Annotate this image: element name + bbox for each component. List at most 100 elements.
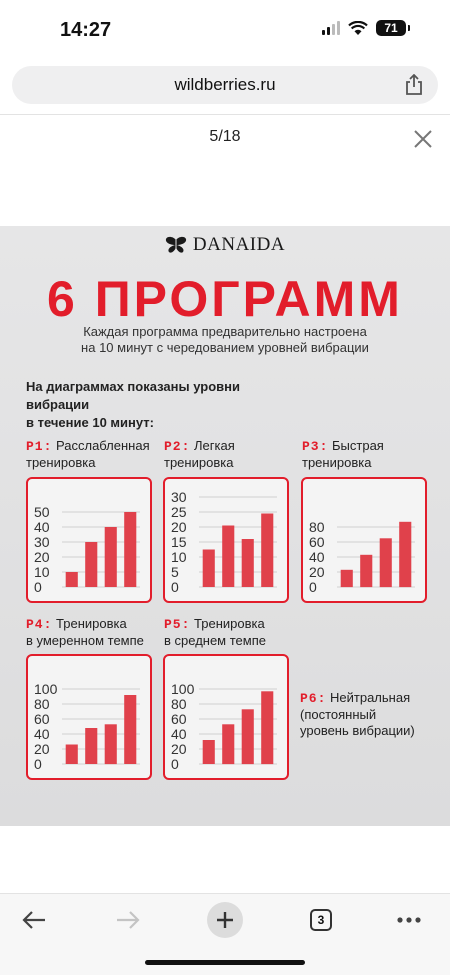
chart-bar bbox=[202, 549, 215, 587]
program-title: Расслабленная bbox=[52, 438, 150, 453]
chart-bar bbox=[65, 744, 78, 764]
battery-tip bbox=[408, 25, 410, 31]
chart-p2: 0 5 10 15 20 25 30 bbox=[163, 477, 289, 603]
forward-button[interactable] bbox=[112, 904, 144, 936]
program-code: P2: bbox=[164, 439, 191, 454]
chart-bar bbox=[360, 554, 373, 588]
divider bbox=[0, 114, 450, 115]
brand-name: DANAIDA bbox=[192, 234, 286, 255]
home-indicator bbox=[145, 960, 305, 965]
program-title: Нейтральная bbox=[326, 690, 411, 705]
status-time: 14:27 bbox=[60, 19, 112, 41]
y-tick-label: 5 bbox=[171, 564, 179, 580]
butterfly-icon bbox=[165, 236, 187, 253]
program-code: P5: bbox=[164, 617, 191, 632]
program-label-p5: P5: Тренировка в среднем темпе bbox=[164, 616, 304, 649]
image-counter: 5/18 bbox=[209, 128, 241, 145]
program-label-p6: P6: Нейтральная (постоянный уровень вибр… bbox=[300, 690, 440, 739]
y-tick-label: 20 bbox=[34, 549, 50, 565]
chart-bar bbox=[104, 724, 117, 765]
y-tick-label: 20 bbox=[171, 519, 187, 535]
chart-bar bbox=[124, 695, 137, 764]
program-title: тренировка bbox=[302, 455, 372, 470]
program-title: уровень вибрации) bbox=[300, 723, 415, 738]
battery-icon: 71 bbox=[376, 20, 406, 36]
arrow-left-icon bbox=[22, 911, 45, 929]
program-title: Быстрая bbox=[328, 438, 384, 453]
new-tab-button[interactable] bbox=[207, 902, 243, 938]
address-bar[interactable]: wildberries.ru bbox=[12, 66, 438, 104]
back-button[interactable] bbox=[18, 904, 50, 936]
intro-line: в течение 10 минут: bbox=[26, 415, 154, 430]
program-code: P3: bbox=[302, 439, 329, 454]
y-tick-label: 40 bbox=[309, 549, 325, 565]
wifi-icon bbox=[348, 20, 368, 35]
y-tick-label: 25 bbox=[171, 504, 187, 520]
chart-bar bbox=[379, 538, 392, 588]
program-title: в среднем темпе bbox=[164, 633, 266, 648]
y-tick-label: 80 bbox=[34, 696, 50, 712]
y-tick-label: 0 bbox=[34, 756, 42, 772]
chart-bar bbox=[222, 724, 235, 765]
y-tick-label: 20 bbox=[34, 741, 50, 757]
chart-bar bbox=[222, 525, 235, 587]
chart-bar bbox=[261, 513, 274, 587]
chart-p1: 0 10 20 30 40 50 bbox=[26, 477, 152, 603]
chart-bar bbox=[241, 709, 254, 765]
chart-bar bbox=[124, 512, 137, 587]
url-text: wildberries.ru bbox=[174, 75, 276, 94]
program-title: тренировка bbox=[164, 455, 234, 470]
intro-text: На диаграммах показаны уровни вибрации в… bbox=[26, 378, 306, 432]
y-tick-label: 10 bbox=[34, 564, 50, 580]
close-icon[interactable] bbox=[412, 128, 434, 150]
y-tick-label: 100 bbox=[34, 681, 58, 697]
program-title: в умеренном темпе bbox=[26, 633, 144, 648]
y-tick-label: 50 bbox=[34, 504, 50, 520]
tabs-count: 3 bbox=[310, 909, 332, 931]
chart-bar bbox=[399, 521, 412, 588]
chart-bar bbox=[340, 569, 353, 588]
brand-logo: DANAIDA bbox=[0, 234, 450, 256]
y-tick-label: 100 bbox=[171, 681, 195, 697]
cellular-signal-icon bbox=[322, 21, 340, 35]
program-title: (постоянный bbox=[300, 707, 377, 722]
program-label-p3: P3: Быстрая тренировка bbox=[302, 438, 432, 471]
subtitle-line: Каждая программа предварительно настроен… bbox=[83, 324, 367, 339]
chart-p5: 0 20 40 60 80 100 bbox=[163, 654, 289, 780]
program-code: P1: bbox=[26, 439, 53, 454]
y-tick-label: 60 bbox=[309, 534, 325, 550]
y-tick-label: 40 bbox=[171, 726, 187, 742]
intro-line: На диаграммах показаны уровни вибрации bbox=[26, 379, 240, 412]
subtitle: Каждая программа предварительно настроен… bbox=[0, 324, 450, 356]
y-tick-label: 60 bbox=[171, 711, 187, 727]
chart-bar bbox=[202, 740, 215, 764]
y-tick-label: 0 bbox=[34, 579, 42, 595]
chart-bar bbox=[65, 572, 78, 587]
chart-bar bbox=[261, 691, 274, 765]
y-tick-label: 20 bbox=[171, 741, 187, 757]
program-code: P4: bbox=[26, 617, 53, 632]
more-button[interactable] bbox=[393, 904, 425, 936]
program-title: Тренировка bbox=[190, 616, 265, 631]
y-tick-label: 10 bbox=[171, 549, 187, 565]
y-tick-label: 20 bbox=[309, 564, 325, 580]
y-tick-label: 80 bbox=[309, 519, 325, 535]
y-tick-label: 40 bbox=[34, 726, 50, 742]
share-icon[interactable] bbox=[404, 74, 424, 96]
chart-bar bbox=[241, 539, 254, 587]
program-title: Тренировка bbox=[52, 616, 127, 631]
program-title: Легкая bbox=[190, 438, 235, 453]
browser-toolbar: 3 bbox=[0, 893, 450, 975]
tabs-button[interactable]: 3 bbox=[305, 904, 337, 936]
product-image: DANAIDA 6 ПРОГРАММ Каждая программа пред… bbox=[0, 226, 450, 826]
chart-bar bbox=[104, 527, 117, 587]
more-dots-icon bbox=[397, 917, 421, 923]
status-bar: 14:27 71 bbox=[0, 0, 450, 60]
y-tick-label: 40 bbox=[34, 519, 50, 535]
y-tick-label: 0 bbox=[171, 579, 179, 595]
chart-p3: 0 20 40 60 80 bbox=[301, 477, 427, 603]
program-label-p4: P4: Тренировка в умеренном темпе bbox=[26, 616, 166, 649]
